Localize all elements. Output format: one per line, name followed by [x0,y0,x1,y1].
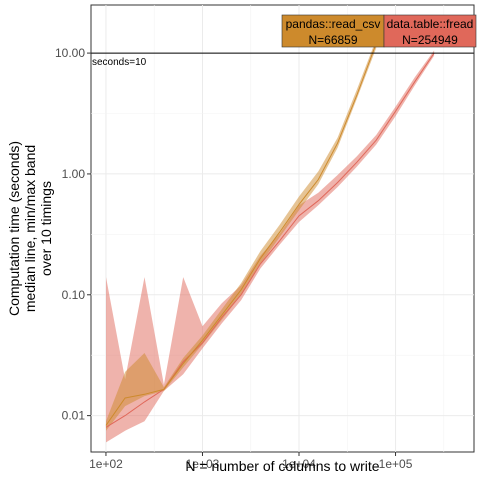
y-axis-title: Computation time (seconds) median line, m… [6,141,54,316]
direct-labels: pandas::read_csvN=66859data.table::fread… [281,14,477,48]
label-series-name: data.table::fread [387,17,474,31]
x-tick-label: 1e+03 [186,457,220,471]
y-tick-label: 0.01 [62,409,86,423]
x-tick-label: 1e+04 [282,457,316,471]
x-axis: 1e+02 1e+03 1e+04 1e+05 [89,452,413,471]
reference-line-label: seconds=10 [92,57,147,68]
x-tick-label: 1e+02 [89,457,123,471]
series-bands [106,39,435,443]
series-lines [105,43,435,428]
x-tick-label: 1e+05 [379,457,413,471]
y-tick-label: 1.00 [62,167,86,181]
y-axis-title-line: over 10 timings [38,181,54,276]
y-tick-label: 10.00 [55,46,85,60]
label-box [281,14,385,48]
median-line-pandas-read-csv [105,43,377,426]
x-axis-title: N = number of columns to write [185,458,379,474]
y-axis-title-line: median line, min/max band [22,145,38,312]
y-tick-label: 0.10 [62,288,86,302]
label-n-value: N=254949 [402,33,458,47]
band-pandas-read-csv [106,39,377,431]
label-series-name: pandas::read_csv [286,17,381,31]
label-n-value: N=66859 [308,33,357,47]
median-line-data-table-fread [105,52,435,428]
reference-line-group: seconds=10 [91,52,474,68]
y-axis-title-line: Computation time (seconds) [6,141,22,316]
y-axis: 0.01 0.10 1.00 10.00 [55,46,91,423]
label-box [383,14,477,48]
